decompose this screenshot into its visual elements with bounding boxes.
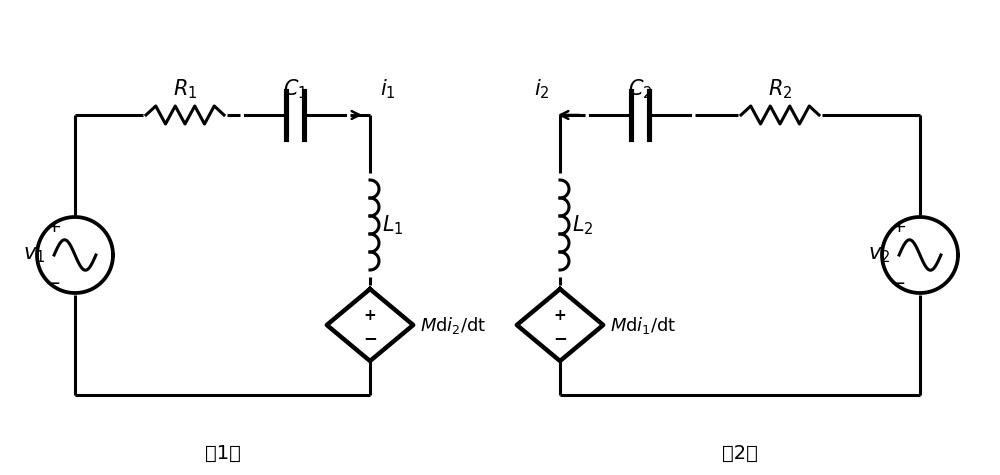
Text: $R_1$: $R_1$ — [173, 77, 197, 101]
Text: +: + — [891, 218, 906, 236]
Text: +: + — [46, 218, 61, 236]
Text: $v_1$: $v_1$ — [23, 245, 45, 265]
Text: +: + — [364, 307, 376, 323]
Text: −: − — [363, 329, 377, 347]
Text: $M\mathregular{d}i_2/\mathregular{dt}$: $M\mathregular{d}i_2/\mathregular{dt}$ — [420, 314, 487, 335]
Text: $L_1$: $L_1$ — [382, 213, 404, 237]
Text: $C_1$: $C_1$ — [283, 77, 307, 101]
Text: −: − — [553, 329, 567, 347]
Text: +: + — [554, 307, 566, 323]
Text: （2）: （2） — [722, 444, 758, 463]
Text: （1）: （1） — [205, 444, 240, 463]
Text: $L_2$: $L_2$ — [572, 213, 594, 237]
Text: $M\mathregular{d}i_1/\mathregular{dt}$: $M\mathregular{d}i_1/\mathregular{dt}$ — [610, 314, 677, 335]
Text: $C_2$: $C_2$ — [628, 77, 652, 101]
Text: −: − — [45, 274, 61, 293]
Text: $i_1$: $i_1$ — [380, 77, 396, 101]
Text: $v_2$: $v_2$ — [868, 245, 890, 265]
Text: −: − — [890, 274, 906, 293]
Text: $R_2$: $R_2$ — [768, 77, 792, 101]
Text: $i_2$: $i_2$ — [534, 77, 550, 101]
